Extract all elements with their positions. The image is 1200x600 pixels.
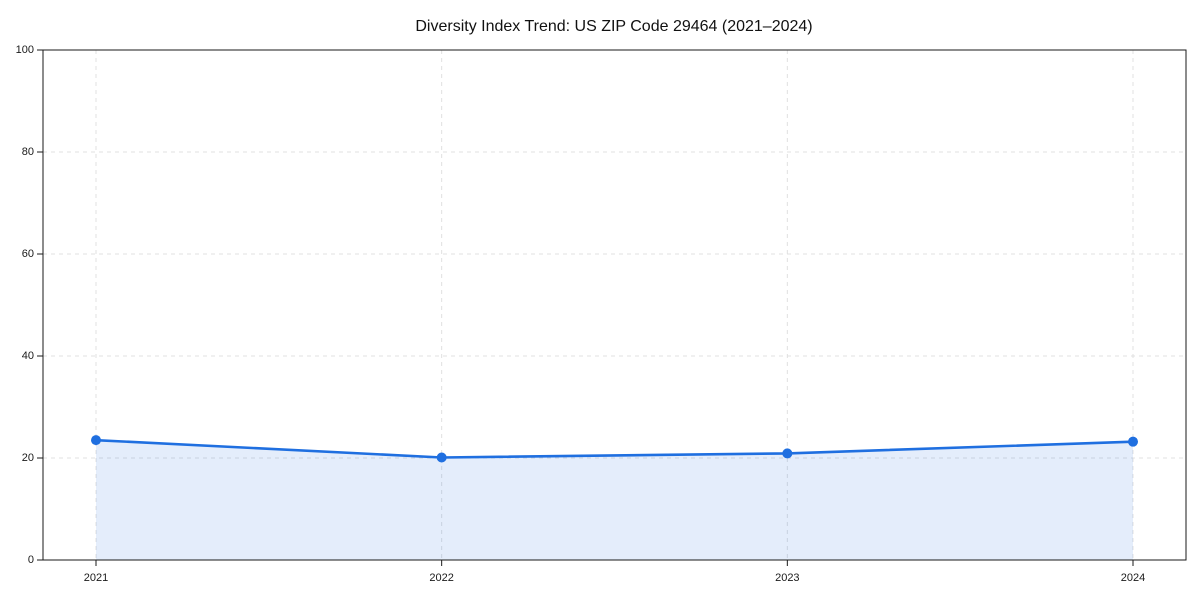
data-point-marker (436, 452, 447, 463)
y-tick-label: 0 (28, 554, 34, 566)
data-layer (91, 435, 1138, 560)
x-tick-label: 2024 (1121, 572, 1145, 584)
y-tick-label: 100 (16, 44, 34, 56)
x-tick-label: 2023 (775, 572, 799, 584)
y-tick-label: 40 (22, 350, 34, 362)
data-point-marker (91, 435, 101, 446)
x-tick-label: 2022 (429, 572, 453, 584)
chart-title: Diversity Index Trend: US ZIP Code 29464… (415, 18, 812, 35)
y-tick-label: 60 (22, 248, 34, 260)
plot-frame (42, 49, 1187, 561)
data-point-marker (782, 448, 793, 459)
area-fill (96, 440, 1133, 560)
y-tick-label: 80 (22, 146, 34, 158)
series-line (94, 438, 1135, 459)
y-tick-label: 20 (22, 452, 34, 464)
axis-layer: 0 20 40 60 80 100 2021 2022 2023 2024 (16, 44, 1187, 584)
x-tick-label: 2021 (84, 572, 108, 584)
data-point-marker (1128, 436, 1138, 447)
